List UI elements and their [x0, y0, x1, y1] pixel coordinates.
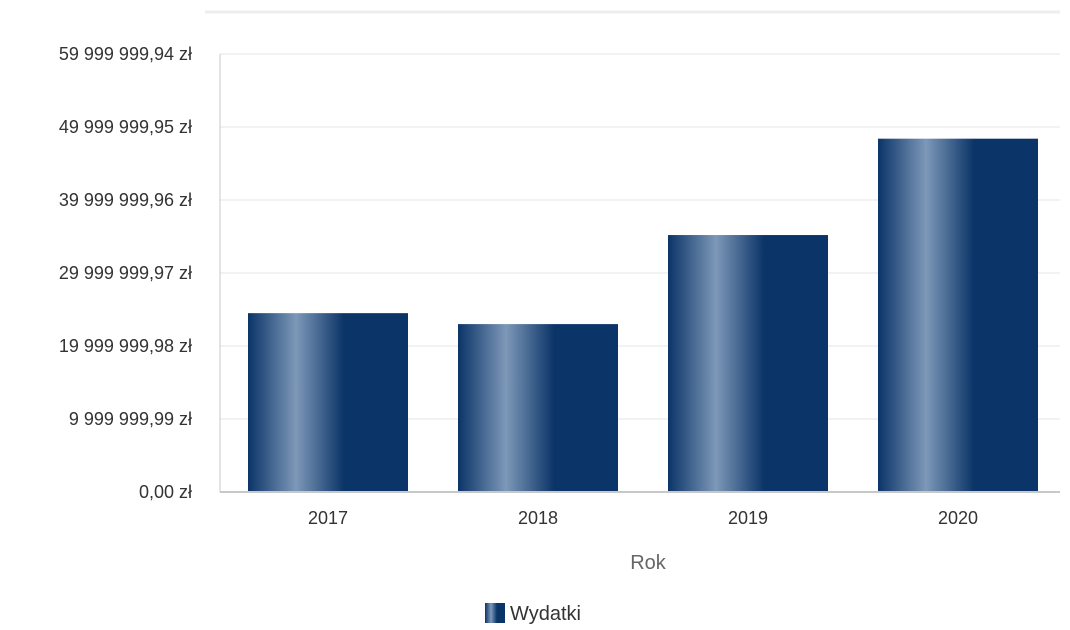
y-tick-label: 0,00 zł: [139, 482, 192, 502]
y-tick-label: 29 999 999,97 zł: [59, 263, 192, 283]
y-tick-label: 19 999 999,98 zł: [59, 336, 192, 356]
y-axis-tick-labels: 0,00 zł 9 999 999,99 zł 19 999 999,98 zł 29…: [59, 44, 192, 502]
y-tick-label: 59 999 999,94 zł: [59, 44, 192, 64]
legend-label: Wydatki: [510, 603, 581, 625]
bar-2020[interactable]: [878, 138, 1038, 492]
x-tick-label: 2017: [308, 508, 348, 528]
axes: [219, 54, 1060, 493]
x-tick-label: 2018: [518, 508, 558, 528]
y-tick-label: 9 999 999,99 zł: [69, 409, 192, 429]
y-tick-label: 39 999 999,96 zł: [59, 190, 192, 210]
x-tick-label: 2020: [938, 508, 978, 528]
bar-2018[interactable]: [458, 324, 618, 492]
legend-swatch: [485, 603, 505, 623]
x-axis-tick-labels: 2017 2018 2019 2020: [308, 508, 978, 528]
x-tick-label: 2019: [728, 508, 768, 528]
bar-2019[interactable]: [668, 235, 828, 493]
x-axis-label: Rok: [630, 552, 667, 574]
y-tick-label: 49 999 999,95 zł: [59, 117, 192, 137]
bars: [248, 138, 1038, 493]
bar-2017[interactable]: [248, 313, 408, 492]
legend[interactable]: Wydatki: [485, 603, 581, 625]
